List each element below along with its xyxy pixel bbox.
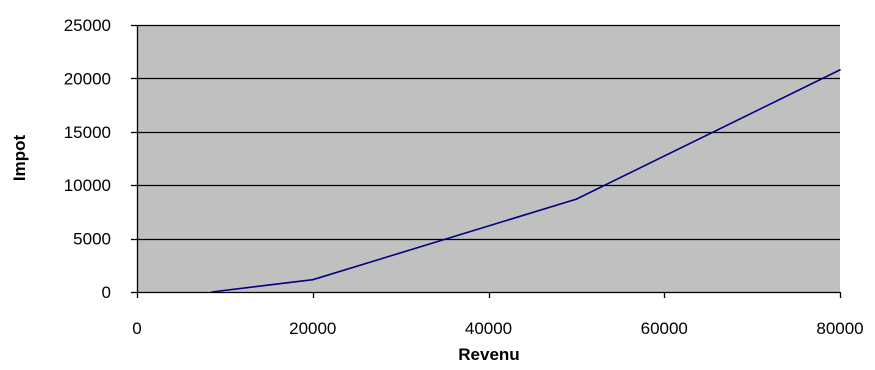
series-point-0-1 [312, 278, 314, 281]
y-tick-label-25000: 25000 [64, 16, 111, 35]
x-tick-label-80000: 80000 [816, 319, 863, 338]
x-tick-label-40000: 40000 [465, 319, 512, 338]
series-point-0-2 [575, 198, 578, 200]
y-tick-label-0: 0 [102, 283, 111, 302]
axes [136, 25, 840, 294]
y-tick-label-20000: 20000 [64, 69, 111, 88]
gridlines [137, 24, 840, 241]
series-line-0 [211, 69, 841, 293]
tick-labels: 0 5000 10000 15000 20000 25000 0 20000 40000 6000… [64, 16, 864, 338]
x-tick-label-0: 0 [132, 319, 141, 338]
y-tick-label-5000: 5000 [73, 230, 111, 249]
plot-area [137, 25, 840, 292]
x-tick-label-60000: 60000 [641, 319, 688, 338]
y-tick-label-10000: 10000 [64, 176, 111, 195]
y-axis-title: Impot [10, 135, 29, 182]
series-point-0-0 [210, 291, 213, 293]
y-tick-label-15000: 15000 [64, 123, 111, 142]
series-point-0-3 [839, 69, 841, 71]
x-tick-label-20000: 20000 [289, 319, 336, 338]
x-axis-title: Revenu [458, 345, 519, 364]
series-layer [210, 69, 841, 293]
